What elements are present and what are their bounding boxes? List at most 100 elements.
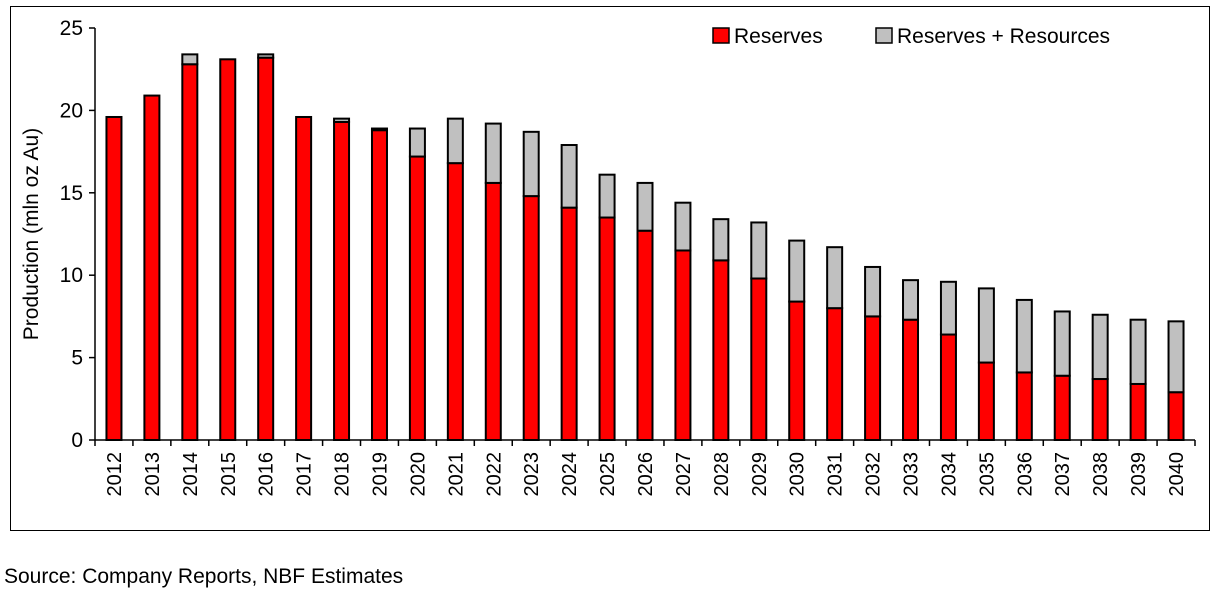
y-tick-label-15: 15 xyxy=(60,182,83,205)
legend-label-resources: Reserves + Resources xyxy=(897,25,1110,48)
x-tick-label-2025: 2025 xyxy=(597,452,619,497)
bar-resources-2020 xyxy=(408,127,426,158)
bar-resources-2025 xyxy=(598,173,616,219)
x-tick-label-2022: 2022 xyxy=(483,452,505,497)
bar-reserves-2034 xyxy=(939,333,957,442)
bar-reserves-2016 xyxy=(257,56,275,441)
bar-reserves-2037 xyxy=(1053,374,1071,441)
x-tick-label-2013: 2013 xyxy=(142,452,164,497)
x-tick-label-2026: 2026 xyxy=(635,452,657,497)
bar-resources-2031 xyxy=(826,246,844,310)
bar-resources-2026 xyxy=(636,181,654,232)
y-tick-label-5: 5 xyxy=(71,347,83,370)
bar-reserves-2040 xyxy=(1167,391,1185,442)
x-tick-label-2036: 2036 xyxy=(1014,452,1036,497)
y-tick-label-10: 10 xyxy=(60,264,83,287)
x-tick-label-2023: 2023 xyxy=(521,452,543,497)
x-tick-label-2031: 2031 xyxy=(825,452,847,497)
bar-reserves-2038 xyxy=(1091,378,1109,441)
bar-resources-2029 xyxy=(750,221,768,280)
bar-resources-2016 xyxy=(257,53,275,59)
x-tick-label-2024: 2024 xyxy=(559,452,581,497)
legend-swatch-reserves xyxy=(712,27,730,44)
x-tick-label-2021: 2021 xyxy=(445,452,467,497)
bar-reserves-2036 xyxy=(1015,371,1033,442)
x-tick-label-2018: 2018 xyxy=(332,452,354,497)
x-tick-label-2016: 2016 xyxy=(256,452,278,497)
bar-reserves-2012 xyxy=(105,115,123,441)
bar-reserves-2028 xyxy=(712,259,730,442)
legend: Reserves Reserves + Resources xyxy=(712,25,1110,48)
x-tick-label-2020: 2020 xyxy=(407,452,429,497)
bar-resources-2021 xyxy=(446,117,464,165)
bar-reserves-2039 xyxy=(1129,382,1147,441)
chart-frame xyxy=(10,6,1210,531)
bar-reserves-2025 xyxy=(598,216,616,441)
bar-resources-2027 xyxy=(674,201,692,252)
bar-reserves-2026 xyxy=(636,229,654,441)
bar-reserves-2032 xyxy=(864,315,882,441)
x-tick-label-2037: 2037 xyxy=(1052,452,1074,497)
bar-reserves-2027 xyxy=(674,249,692,441)
bar-reserves-2035 xyxy=(977,361,995,442)
bar-resources-2022 xyxy=(484,122,502,184)
x-tick-label-2014: 2014 xyxy=(180,452,202,497)
bar-resources-2023 xyxy=(522,130,540,198)
bar-resources-2038 xyxy=(1091,313,1109,381)
bar-resources-2014 xyxy=(181,53,199,66)
legend-swatch-resources xyxy=(875,27,893,44)
bar-reserves-2024 xyxy=(560,206,578,441)
x-tick-label-2029: 2029 xyxy=(749,452,771,497)
bar-resources-2040 xyxy=(1167,320,1185,394)
x-tick-label-2012: 2012 xyxy=(104,452,126,497)
x-tick-label-2033: 2033 xyxy=(901,452,923,497)
bar-resources-2028 xyxy=(712,218,730,262)
bar-resources-2036 xyxy=(1015,298,1033,374)
x-tick-label-2030: 2030 xyxy=(787,452,809,497)
x-tick-label-2040: 2040 xyxy=(1166,452,1188,497)
bar-resources-2039 xyxy=(1129,318,1147,385)
bar-resources-2019 xyxy=(370,127,388,132)
bar-reserves-2018 xyxy=(333,120,351,441)
bar-resources-2018 xyxy=(333,117,351,123)
x-tick-label-2017: 2017 xyxy=(294,452,316,497)
x-tick-label-2019: 2019 xyxy=(369,452,391,497)
bar-resources-2035 xyxy=(977,287,995,364)
bar-resources-2032 xyxy=(864,265,882,318)
bar-reserves-2020 xyxy=(408,155,426,441)
y-tick-label-0: 0 xyxy=(71,429,83,452)
y-tick-label-20: 20 xyxy=(60,99,83,122)
bars-layer xyxy=(105,53,1185,442)
bar-reserves-2021 xyxy=(446,162,464,442)
x-tick-label-2038: 2038 xyxy=(1090,452,1112,497)
bar-reserves-2029 xyxy=(750,277,768,441)
bar-reserves-2013 xyxy=(143,94,161,442)
x-tick-label-2035: 2035 xyxy=(976,452,998,497)
bar-reserves-2014 xyxy=(181,63,199,441)
bar-reserves-2022 xyxy=(484,181,502,442)
bar-reserves-2031 xyxy=(826,307,844,441)
x-tick-label-2034: 2034 xyxy=(938,452,960,497)
y-tick-label-25: 25 xyxy=(60,17,83,40)
bar-resources-2030 xyxy=(788,239,806,303)
bar-reserves-2033 xyxy=(902,318,920,442)
bar-resources-2024 xyxy=(560,144,578,209)
bar-reserves-2030 xyxy=(788,300,806,441)
bar-reserves-2017 xyxy=(295,115,313,441)
bar-resources-2034 xyxy=(939,280,957,336)
x-tick-label-2032: 2032 xyxy=(863,452,885,497)
x-tick-label-2028: 2028 xyxy=(711,452,733,497)
bar-reserves-2023 xyxy=(522,195,540,441)
legend-label-reserves: Reserves xyxy=(734,25,823,48)
bar-reserves-2019 xyxy=(370,129,388,441)
bar-resources-2033 xyxy=(902,279,920,321)
bar-resources-2037 xyxy=(1053,310,1071,377)
x-tick-label-2039: 2039 xyxy=(1128,452,1150,497)
x-tick-label-2015: 2015 xyxy=(218,452,240,497)
bar-reserves-2015 xyxy=(219,58,237,441)
x-tick-label-2027: 2027 xyxy=(673,452,695,497)
y-axis-label: Production (mln oz Au) xyxy=(20,128,43,340)
source-note: Source: Company Reports, NBF Estimates xyxy=(4,565,404,588)
